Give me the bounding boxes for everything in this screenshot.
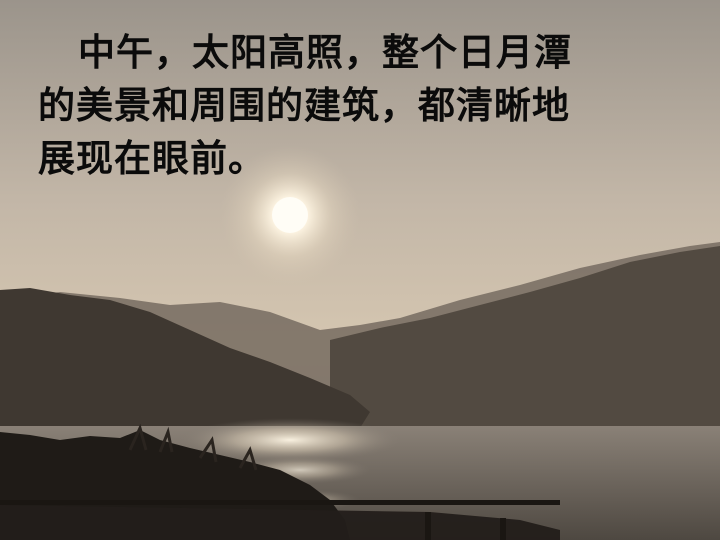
sun (272, 197, 308, 233)
railing (0, 505, 560, 540)
caption-line-2: 的美景和周围的建筑，都清晰地 (38, 83, 570, 127)
sun-reflection (180, 418, 400, 462)
left-hill (0, 288, 370, 430)
caption-text: 中午，太阳高照，整个日月潭 的美景和周围的建筑，都清晰地 展现在眼前。 (38, 26, 678, 185)
caption-line-3: 展现在眼前。 (38, 136, 266, 180)
right-hills (330, 246, 720, 438)
caption-line-1: 中午，太阳高照，整个日月潭 (78, 30, 572, 74)
